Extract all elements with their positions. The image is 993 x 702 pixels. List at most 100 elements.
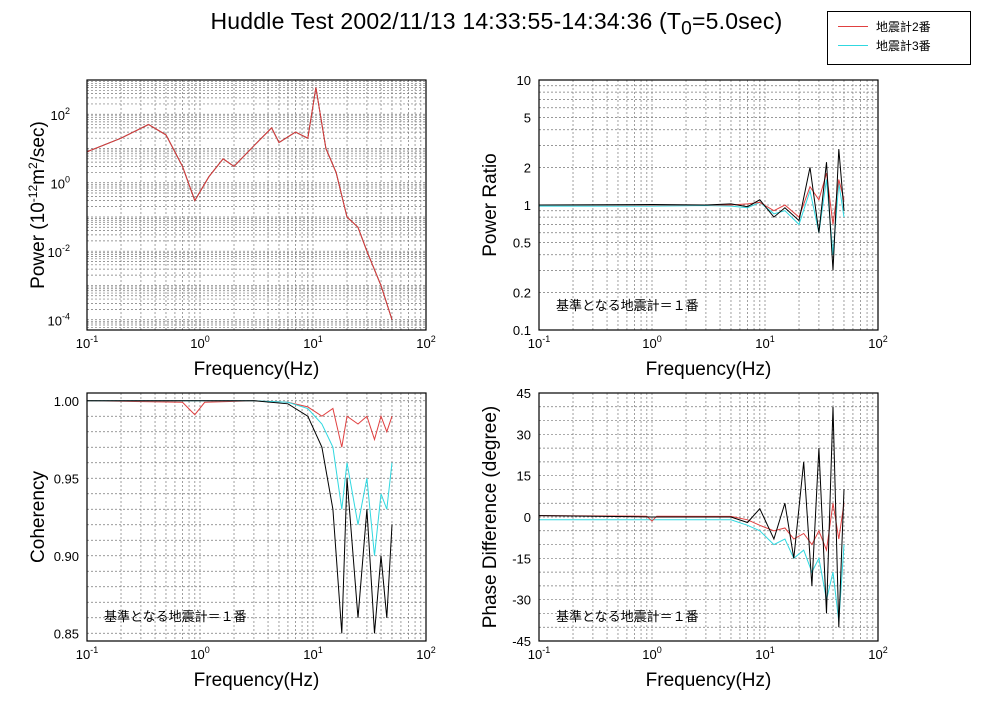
tick-base: 10 — [51, 177, 65, 192]
plot-frame — [538, 392, 879, 642]
tick-base: 10 — [528, 647, 542, 662]
series-line-3 — [539, 406, 845, 628]
y-tick-label: -15 — [512, 551, 531, 566]
x-tick-label: 100 — [190, 334, 209, 351]
tick-exponent: -1 — [542, 334, 550, 344]
y-axis-label: Phase Difference (degree) — [480, 406, 501, 629]
tick-exponent: 2 — [65, 106, 70, 116]
tick-exponent: 0 — [657, 645, 662, 655]
x-axis-label: Frequency(Hz) — [646, 359, 772, 380]
tick-exponent: -1 — [542, 645, 550, 655]
ylabel-part: Power (10 — [28, 202, 49, 289]
series-line-2 — [87, 87, 393, 320]
chart-panel-1: 10-1 100 101 10210-410-2100102Frequency(Hz)… — [26, 79, 436, 380]
x-axis-label: Frequency(Hz) — [194, 359, 320, 380]
series-line-2 — [539, 172, 845, 225]
series-line-2 — [87, 400, 393, 556]
ylabel-part: /sec) — [28, 121, 49, 162]
y-tick-label: 100 — [51, 175, 70, 192]
y-tick-label: 15 — [517, 469, 531, 484]
y-tick-label: 10 — [517, 73, 531, 88]
x-tick-label: 102 — [416, 334, 435, 351]
x-tick-label: 101 — [303, 645, 322, 662]
series-line-1 — [87, 400, 393, 448]
x-tick-label: 101 — [303, 334, 322, 351]
title-prefix: Huddle Test 2002/11/13 14:33:55-14:34:36… — [210, 8, 682, 34]
x-axis-label: Frequency(Hz) — [646, 670, 772, 691]
x-tick-label: 100 — [642, 645, 661, 662]
tick-base: 10 — [642, 647, 656, 662]
x-axis-label: Frequency(Hz) — [194, 670, 320, 691]
tick-base: 10 — [303, 647, 317, 662]
y-tick-label: 10-2 — [48, 243, 70, 260]
x-tick-label: 102 — [868, 334, 887, 351]
y-tick-label: 5 — [524, 111, 531, 126]
legend-item-seismometer-3: 地震計3番 — [838, 37, 931, 53]
y-axis-label: Power Ratio — [480, 153, 501, 257]
x-tick-label: 100 — [642, 334, 661, 351]
plot-frame — [86, 392, 427, 642]
title-subscript: 0 — [681, 18, 693, 40]
x-tick-label: 101 — [755, 645, 774, 662]
tick-exponent: -1 — [90, 334, 98, 344]
legend-swatch-cyan — [838, 44, 868, 46]
plot-frame — [86, 79, 427, 331]
tick-base: 10 — [51, 108, 65, 123]
x-tick-label: 102 — [868, 645, 887, 662]
y-tick-label: -45 — [512, 634, 531, 649]
tick-exponent: -2 — [62, 243, 70, 253]
tick-exponent: -1 — [90, 645, 98, 655]
title-suffix: =5.0sec) — [692, 8, 783, 34]
y-tick-label: 2 — [524, 160, 531, 175]
tick-base: 10 — [48, 245, 62, 260]
annotation-reference-seismometer: 基準となる地震計＝１番 — [556, 609, 699, 624]
tick-base: 10 — [190, 336, 204, 351]
chart-title: Huddle Test 2002/11/13 14:33:55-14:34:36… — [0, 8, 993, 41]
x-tick-label: 10-1 — [76, 645, 98, 662]
y-tick-label: 45 — [517, 386, 531, 401]
chart-panel-2: 10-1 100 101 1020.10.20.512510Frequency(Hz)… — [480, 73, 888, 380]
tick-base: 10 — [642, 336, 656, 351]
tick-base: 10 — [868, 336, 882, 351]
y-tick-label: -30 — [512, 593, 531, 608]
tick-exponent: 2 — [431, 334, 436, 344]
series-line-1 — [87, 87, 393, 320]
tick-base: 10 — [528, 336, 542, 351]
tick-exponent: 0 — [205, 645, 210, 655]
tick-base: 10 — [868, 647, 882, 662]
x-tick-label: 101 — [755, 334, 774, 351]
tick-base: 10 — [76, 336, 90, 351]
y-axis-label: Power (10-12m2/sec) — [26, 121, 49, 289]
tick-base: 10 — [48, 314, 62, 329]
y-tick-label: 0.2 — [513, 285, 531, 300]
ylabel-superscript: -12 — [26, 185, 40, 203]
x-tick-label: 10-1 — [528, 645, 550, 662]
tick-base: 10 — [303, 336, 317, 351]
tick-exponent: 0 — [205, 334, 210, 344]
y-axis-label: Coherency — [28, 471, 49, 563]
legend: 地震計2番 地震計3番 — [827, 11, 971, 65]
tick-exponent: 1 — [318, 645, 323, 655]
y-tick-label: 1.00 — [54, 394, 79, 409]
x-tick-label: 100 — [190, 645, 209, 662]
tick-exponent: 2 — [431, 645, 436, 655]
chart-panel-4: 10-1 100 101 102-45-30-150153045Frequency(H… — [480, 386, 888, 691]
y-tick-label: 0.1 — [513, 323, 531, 338]
x-tick-label: 102 — [416, 645, 435, 662]
y-tick-label: 0.90 — [54, 549, 79, 564]
legend-swatch-red — [838, 25, 868, 27]
legend-label: 地震計2番 — [876, 19, 931, 34]
tick-exponent: 1 — [318, 334, 323, 344]
y-tick-label: 102 — [51, 106, 70, 123]
tick-base: 10 — [416, 647, 430, 662]
y-tick-label: 0 — [524, 510, 531, 525]
tick-base: 10 — [190, 647, 204, 662]
y-tick-label: 30 — [517, 427, 531, 442]
series-line-1 — [539, 519, 845, 622]
x-tick-label: 10-1 — [528, 334, 550, 351]
y-tick-label: 10-4 — [48, 312, 70, 329]
tick-exponent: 2 — [883, 645, 888, 655]
legend-label: 地震計3番 — [876, 38, 931, 53]
tick-base: 10 — [416, 336, 430, 351]
